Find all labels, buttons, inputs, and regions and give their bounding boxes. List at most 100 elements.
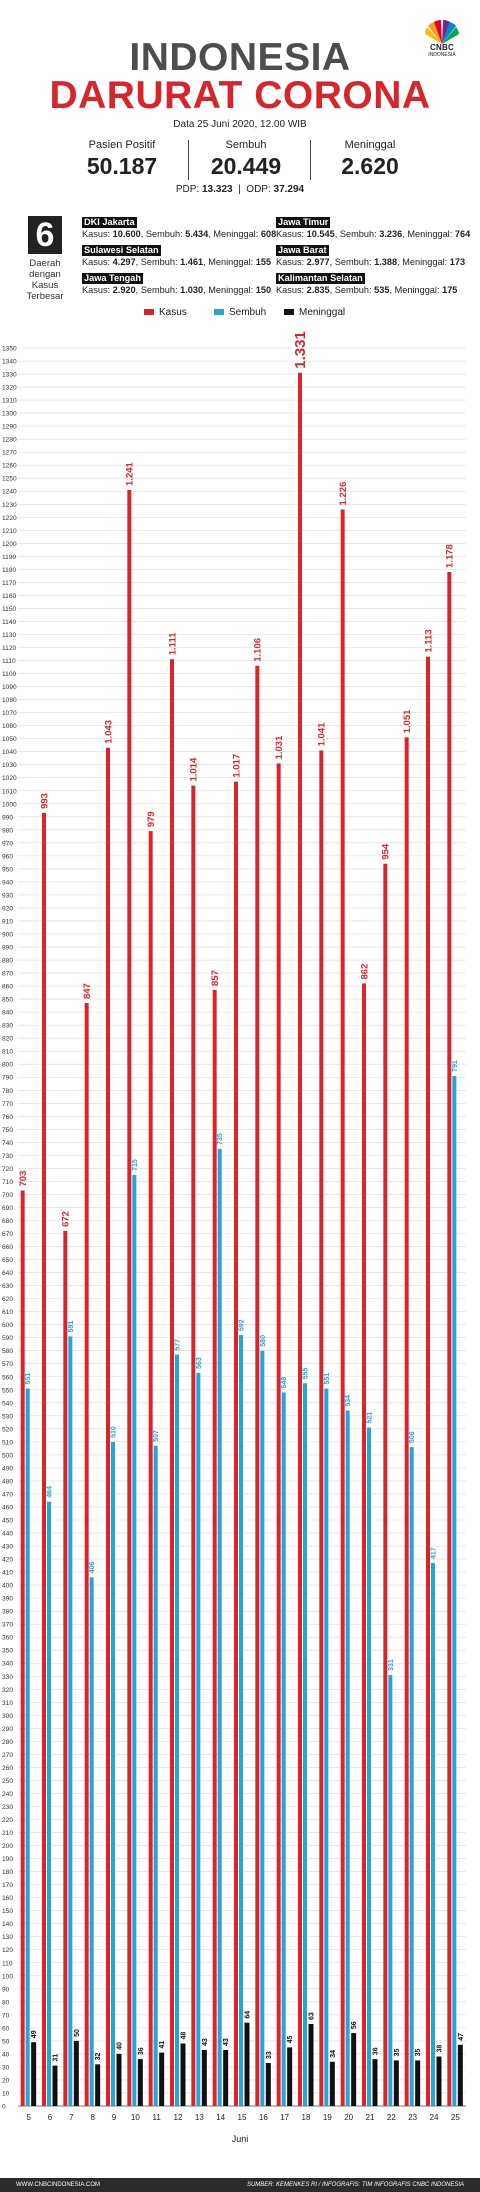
y-tick-label: 1100 bbox=[2, 671, 17, 678]
bar-kasus bbox=[127, 489, 132, 2107]
legend-meninggal: Meninggal bbox=[284, 306, 345, 320]
bar-sembuh bbox=[132, 1174, 137, 2106]
bar-meninggal bbox=[95, 2064, 101, 2106]
y-tick-label: 620 bbox=[2, 1296, 13, 1303]
stat-sembuh: Sembuh 20.449 bbox=[186, 138, 306, 180]
y-tick-label: 10 bbox=[2, 2090, 10, 2097]
y-tick-label: 1020 bbox=[2, 775, 17, 782]
y-tick-label: 430 bbox=[2, 1544, 13, 1551]
daily-cases-chart: 0102030405060708090100110120130140150160… bbox=[2, 331, 466, 2144]
y-tick-label: 80 bbox=[2, 1999, 10, 2006]
y-tick-label: 1150 bbox=[2, 606, 17, 613]
x-tick-label: 6 bbox=[48, 2113, 53, 2122]
x-tick-label: 12 bbox=[174, 2113, 183, 2122]
footer-source: SUMBER: KEMENKES RI / INFOGRAFIS: TIM IN… bbox=[246, 2182, 464, 2188]
y-tick-label: 130 bbox=[2, 1934, 13, 1941]
y-tick-label: 740 bbox=[2, 1140, 13, 1147]
legend-label: Kasus bbox=[159, 307, 187, 318]
footer-website: WWW.CNBCINDONESIA.COM bbox=[16, 2182, 100, 2188]
data-label-meninggal: 48 bbox=[180, 2032, 187, 2040]
stat-label: Sembuh bbox=[225, 139, 267, 151]
y-tick-label: 330 bbox=[2, 1674, 13, 1681]
stat-positif: Pasien Positif 50.187 bbox=[62, 138, 182, 180]
data-label-kasus: 1.014 bbox=[189, 757, 200, 781]
y-tick-label: 710 bbox=[2, 1179, 13, 1186]
data-label-sembuh: 551 bbox=[25, 1373, 32, 1385]
bar-sembuh bbox=[217, 1148, 222, 2106]
bar-sembuh bbox=[25, 1388, 30, 2106]
x-tick-label: 20 bbox=[344, 2113, 353, 2122]
bar-sembuh bbox=[452, 1075, 457, 2106]
bar-sembuh bbox=[153, 1445, 158, 2106]
y-tick-label: 510 bbox=[2, 1439, 13, 1446]
data-label-kasus: 1.017 bbox=[231, 754, 242, 778]
y-tick-label: 780 bbox=[2, 1088, 13, 1095]
region-item: Sulawesi Selatan Kasus: 4.297, Sembuh: 1… bbox=[82, 244, 282, 268]
data-label-sembuh: 534 bbox=[345, 1395, 352, 1407]
x-axis-title: Juni bbox=[232, 2134, 249, 2144]
caption-line: Daerah bbox=[29, 258, 61, 269]
region-detail: Kasus: 10.545, Sembuh: 3.236, Meninggal:… bbox=[276, 229, 471, 239]
y-tick-label: 230 bbox=[2, 1804, 13, 1811]
y-tick-label: 900 bbox=[2, 932, 13, 939]
bar-meninggal bbox=[73, 2040, 79, 2106]
data-label-meninggal: 38 bbox=[436, 2045, 443, 2053]
data-label-kasus: 862 bbox=[359, 964, 370, 980]
data-label-kasus: 1.043 bbox=[103, 720, 114, 744]
x-tick-label: 21 bbox=[366, 2113, 375, 2122]
bar-meninggal bbox=[52, 2065, 58, 2106]
bar-kasus bbox=[191, 785, 196, 2106]
pdp-value: 13.323 bbox=[201, 184, 233, 195]
x-tick-label: 16 bbox=[259, 2113, 268, 2122]
y-tick-label: 770 bbox=[2, 1101, 13, 1108]
data-label-sembuh: 592 bbox=[238, 1319, 245, 1331]
y-tick-label: 440 bbox=[2, 1531, 13, 1538]
data-label-sembuh: 551 bbox=[324, 1373, 331, 1385]
bar-kasus bbox=[255, 665, 260, 2106]
y-tick-label: 590 bbox=[2, 1335, 13, 1342]
bar-meninggal bbox=[372, 2059, 378, 2106]
y-tick-label: 70 bbox=[2, 2012, 10, 2019]
y-tick-label: 300 bbox=[2, 1713, 13, 1720]
bar-kasus bbox=[234, 781, 238, 2106]
bar-kasus bbox=[383, 863, 388, 2107]
data-label-sembuh: 563 bbox=[196, 1357, 203, 1369]
divider bbox=[310, 140, 311, 180]
y-tick-label: 790 bbox=[2, 1075, 13, 1082]
bar-sembuh bbox=[324, 1388, 329, 2106]
y-tick-label: 880 bbox=[2, 958, 13, 965]
y-tick-label: 950 bbox=[2, 866, 13, 873]
data-label-sembuh: 506 bbox=[409, 1431, 416, 1443]
y-tick-label: 160 bbox=[2, 1895, 13, 1902]
bar-sembuh bbox=[303, 1383, 307, 2106]
stat-meninggal: Meninggal 2.620 bbox=[310, 138, 430, 180]
region-count: 6 bbox=[28, 216, 62, 254]
data-label-meninggal: 64 bbox=[244, 2011, 251, 2019]
y-tick-label: 840 bbox=[2, 1010, 13, 1017]
y-tick-label: 1040 bbox=[2, 749, 17, 756]
data-label-kasus: 954 bbox=[381, 843, 392, 860]
y-tick-label: 380 bbox=[2, 1609, 13, 1616]
y-tick-label: 1120 bbox=[2, 645, 17, 652]
data-label-kasus: 1.331 bbox=[292, 331, 309, 369]
data-label-sembuh: 417 bbox=[430, 1547, 437, 1559]
y-tick-label: 420 bbox=[2, 1557, 13, 1564]
bar-kasus bbox=[170, 659, 174, 2106]
data-label-sembuh: 555 bbox=[302, 1367, 309, 1379]
y-tick-label: 120 bbox=[2, 1947, 13, 1954]
x-tick-label: 10 bbox=[131, 2113, 140, 2122]
data-label-sembuh: 464 bbox=[46, 1486, 53, 1498]
data-label-kasus: 857 bbox=[210, 970, 221, 986]
y-tick-label: 630 bbox=[2, 1283, 13, 1290]
region-item: Jawa Barat Kasus: 2.977, Sembuh: 1.388, … bbox=[276, 244, 476, 268]
bar-sembuh bbox=[47, 1501, 51, 2106]
data-label-meninggal: 41 bbox=[159, 2041, 166, 2049]
y-tick-label: 530 bbox=[2, 1413, 13, 1420]
legend-swatch bbox=[144, 309, 154, 316]
bar-meninggal bbox=[393, 2060, 399, 2106]
y-tick-label: 1060 bbox=[2, 723, 17, 730]
y-tick-label: 1050 bbox=[2, 736, 17, 743]
stat-label: Pasien Positif bbox=[88, 139, 156, 151]
bar-sembuh bbox=[196, 1372, 201, 2106]
data-label-meninggal: 31 bbox=[52, 2054, 59, 2062]
